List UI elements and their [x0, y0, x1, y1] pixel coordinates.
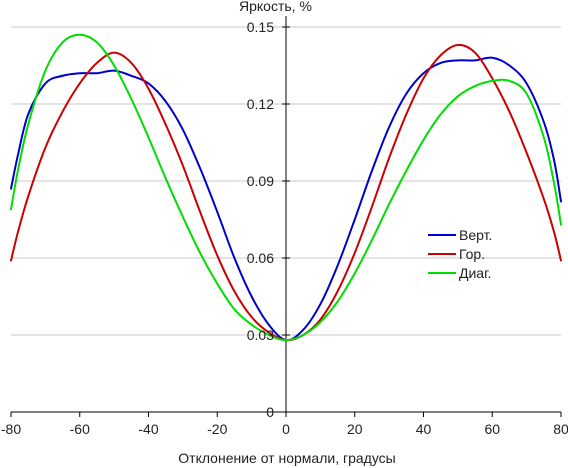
y-tick-label: 0	[266, 404, 274, 420]
legend-entry-diagonal: Диаг.	[428, 265, 491, 281]
y-tick-label: 0.12	[247, 96, 274, 112]
legend-label: Гор.	[459, 246, 485, 262]
legend-entry-horizontal: Гор.	[428, 246, 485, 262]
y-tick-label: 0.09	[247, 173, 274, 189]
y-tick-label: 0.03	[247, 327, 274, 343]
x-tick-label: 20	[347, 421, 363, 437]
legend: Верт. Гор. Диаг.	[428, 227, 492, 281]
legend-label: Диаг.	[459, 265, 491, 281]
y-tick-label: 0.06	[247, 250, 274, 266]
x-tick-label: -60	[70, 421, 90, 437]
axes	[11, 16, 561, 413]
x-tick-label: -20	[207, 421, 227, 437]
legend-entry-vertical: Верт.	[428, 227, 492, 243]
x-tick-label: 0	[282, 421, 290, 437]
x-tick-label: 60	[484, 421, 500, 437]
series-lines	[10, 33, 562, 342]
x-tick-label: 40	[416, 421, 432, 437]
y-tick-label: 0.15	[247, 19, 274, 35]
legend-label: Верт.	[459, 227, 492, 243]
y-tick-labels: 0 0.03 0.06 0.09 0.12 0.15	[247, 19, 290, 420]
x-tick-label: -40	[138, 421, 158, 437]
x-tick-labels: -80 -60 -40 -20 0 20 40 60 80	[1, 412, 568, 437]
x-axis-title: Отклонение от нормали, градусы	[178, 450, 395, 466]
x-tick-label: -80	[1, 421, 21, 437]
y-axis-title: Яркость, %	[239, 0, 312, 14]
x-tick-label: 80	[553, 421, 568, 437]
series-line-diagonal	[10, 33, 562, 342]
